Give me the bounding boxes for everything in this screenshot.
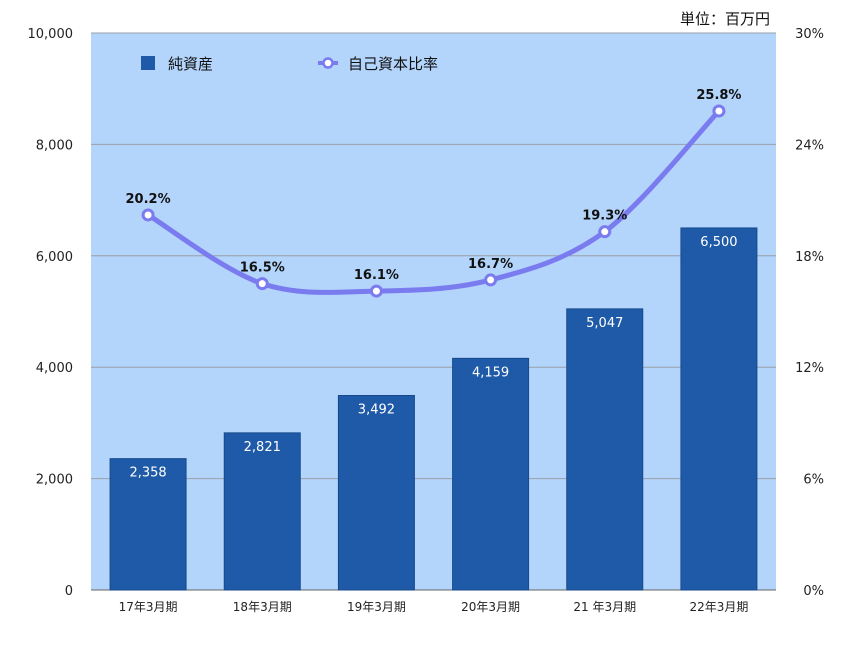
legend: 純資産 自己資本比率 [141, 55, 438, 73]
line-data-labels: 20.2% 16.5% 16.1% 16.7% 19.3% 25.8% [126, 88, 742, 283]
bar-data-labels: 2,358 2,821 3,492 4,159 5,047 6,500 [129, 235, 737, 481]
right-tick-label: 24% [795, 138, 824, 153]
bar-value-label: 6,500 [700, 235, 737, 250]
category-label: 21 年3月期 [573, 600, 636, 614]
bar-series [109, 227, 758, 591]
line-value-label: 16.1% [354, 268, 399, 283]
line-value-label: 25.8% [696, 88, 741, 103]
right-tick-label: 12% [795, 361, 824, 376]
bar [337, 394, 415, 591]
unit-label: 単位：百万円 [680, 10, 770, 28]
bar [452, 357, 530, 591]
line-value-label: 20.2% [126, 192, 171, 207]
line-point [712, 104, 726, 118]
bar-value-label: 2,358 [129, 466, 166, 481]
legend-line-marker [322, 57, 334, 69]
category-label: 20年3月期 [461, 600, 520, 614]
legend-line-label: 自己資本比率 [348, 55, 438, 73]
x-axis-category-labels: 17年3月期 18年3月期 19年3月期 20年3月期 21 年3月期 22年3月期 [119, 600, 749, 614]
line-value-label: 19.3% [582, 209, 627, 224]
category-label: 18年3月期 [233, 600, 292, 614]
line-point [369, 284, 383, 298]
left-axis-tick-labels: 0 2,000 4,000 6,000 8,000 10,000 [28, 27, 74, 599]
legend-bar-label: 純資産 [168, 55, 213, 73]
bar-value-label: 2,821 [244, 440, 281, 455]
category-label: 19年3月期 [347, 600, 406, 614]
right-tick-label: 0% [803, 584, 824, 599]
left-tick-label: 4,000 [36, 361, 73, 376]
line-point [255, 277, 269, 291]
bar [680, 227, 758, 591]
left-tick-label: 6,000 [36, 250, 73, 265]
bar [566, 308, 644, 591]
bar-value-label: 4,159 [472, 365, 509, 380]
right-tick-label: 18% [795, 250, 824, 265]
right-tick-label: 30% [795, 27, 824, 42]
bar [109, 458, 187, 591]
left-tick-label: 2,000 [36, 473, 73, 488]
bar-value-label: 5,047 [586, 316, 623, 331]
left-tick-label: 8,000 [36, 138, 73, 153]
line-point [141, 208, 155, 222]
bar [223, 432, 301, 591]
legend-bar-swatch [141, 56, 155, 70]
left-tick-label: 0 [65, 584, 73, 599]
line-series [141, 104, 726, 298]
line-value-label: 16.7% [468, 257, 513, 272]
right-axis-tick-labels: 0% 6% 12% 18% 24% 30% [795, 27, 824, 599]
line-value-label: 16.5% [240, 261, 285, 276]
line-point [598, 225, 612, 239]
category-label: 22年3月期 [689, 600, 748, 614]
bar-value-label: 3,492 [358, 402, 395, 417]
left-tick-label: 10,000 [28, 27, 74, 42]
line-point [484, 273, 498, 287]
right-tick-label: 6% [803, 473, 824, 488]
plot-area [91, 33, 776, 590]
ratio-line [145, 108, 722, 295]
category-label: 17年3月期 [119, 600, 178, 614]
